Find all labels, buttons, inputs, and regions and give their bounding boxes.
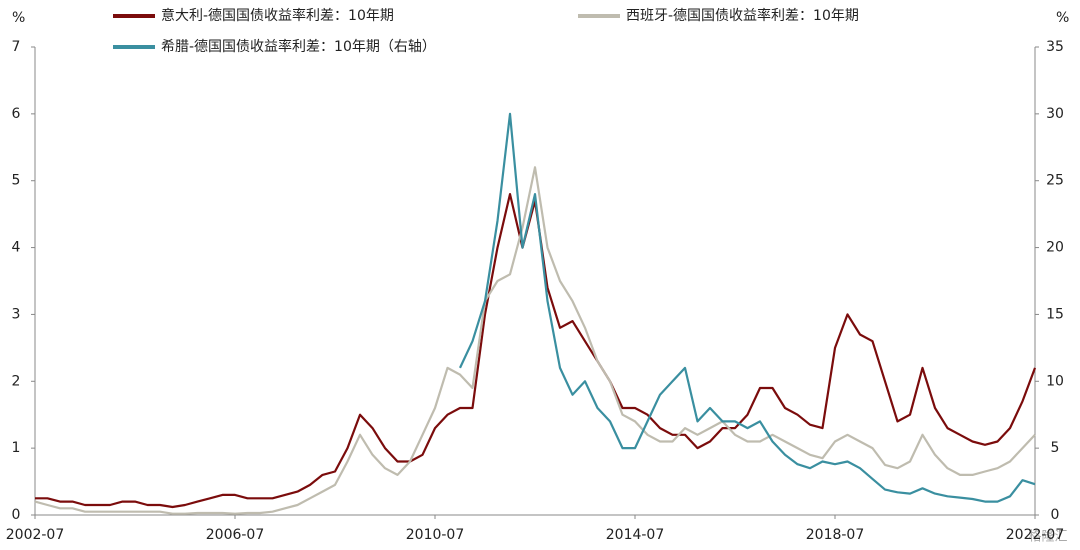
y2-tick-label: 15 [1046,306,1064,322]
y2-tick-label: 30 [1046,106,1064,122]
y2-tick-label: 25 [1046,173,1064,189]
x-tick-label: 2014-07 [606,527,665,543]
x-tick-label: 2022-07 [1006,527,1065,543]
y-tick-label: 0 [12,507,21,523]
y-tick-label: 3 [12,306,21,322]
legend-label: 意大利-德国国债收益率利差：10年期 [161,7,394,24]
y-tick-label: 6 [12,106,21,122]
x-tick-label: 2018-07 [806,527,865,543]
y2-tick-label: 5 [1051,440,1060,456]
y-tick-label: 1 [12,440,21,456]
y-tick-label: 2 [12,373,21,389]
y-tick-label: 7 [12,39,21,55]
legend-label: 西班牙-德国国债收益率利差：10年期 [626,7,859,24]
series-line [35,193,1037,509]
y2-tick-label: 10 [1046,373,1064,389]
y-tick-label: 4 [12,240,21,256]
y2-unit: % [1056,10,1069,26]
y-unit: % [12,10,25,26]
y2-tick-label: 35 [1046,39,1064,55]
series-line [459,112,1036,503]
series-line [34,166,1036,515]
x-tick-label: 2006-07 [206,527,265,543]
legend-label: 希腊-德国国债收益率利差：10年期（右轴） [161,38,436,55]
y-tick-label: 5 [12,173,21,189]
x-tick-label: 2002-07 [6,527,65,543]
x-tick-label: 2010-07 [406,527,465,543]
y2-tick-label: 20 [1046,240,1064,256]
watermark: 格隆汇 [1028,529,1067,545]
y2-tick-label: 0 [1051,507,1060,523]
